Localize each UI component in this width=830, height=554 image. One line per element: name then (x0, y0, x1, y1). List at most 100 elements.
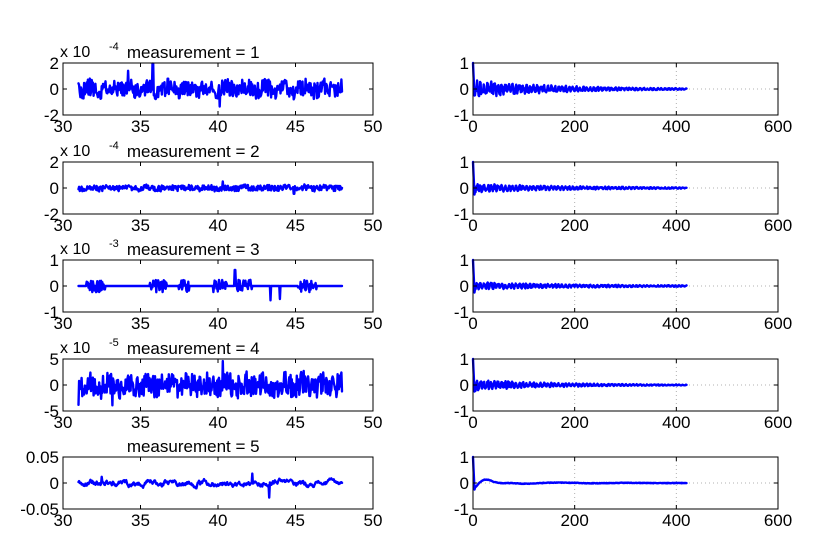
x-tick-label: 35 (131, 216, 150, 235)
subplot-4: 0 200 400 600-101 (454, 153, 792, 235)
subplot-7: 30 35 40 45 50 -5 0 5 measurement = 4 x 10 -5 (44, 337, 383, 432)
x-tick-label: 40 (209, 413, 228, 432)
subplot-2: 0 200 400 600-101 (454, 54, 792, 136)
x-tick-label: 35 (131, 511, 150, 530)
data-series-line (77, 268, 344, 302)
subplot-title: measurement = 1 (127, 43, 260, 62)
subplot-title: measurement = 5 (127, 437, 260, 456)
x-tick-label: 200 (560, 413, 588, 432)
y-tick-label: 2 (50, 153, 59, 172)
x-tick-label: 200 (560, 314, 588, 333)
y-tick-label: -5 (44, 402, 59, 421)
y-tick-label: 0 (50, 179, 59, 198)
x-tick-label: 400 (662, 117, 690, 136)
subplot-title: measurement = 2 (127, 142, 260, 161)
x-tick-label: 45 (286, 511, 305, 530)
x-tick-label: 50 (364, 216, 383, 235)
subplot-6: 0 200 400 600-101 (454, 251, 792, 333)
axis-scale-exponent: x 10 (60, 340, 90, 357)
y-tick-label: 0 (460, 376, 469, 395)
y-tick-label: -0.05 (20, 500, 59, 519)
x-tick-label: 35 (131, 117, 150, 136)
x-tick-label: 40 (209, 216, 228, 235)
data-series-line (471, 61, 688, 98)
axis-scale-exponent: x 10 (60, 241, 90, 258)
x-tick-label: 600 (764, 511, 792, 530)
x-tick-label: 45 (286, 314, 305, 333)
x-tick-label: 35 (131, 314, 150, 333)
data-series-line (77, 180, 344, 195)
subplot-title: measurement = 4 (127, 339, 260, 358)
subplot-8: 0 200 400 600-101 (454, 350, 792, 432)
data-series-line (77, 472, 344, 499)
x-tick-label: 600 (764, 413, 792, 432)
axis-scale-power: -5 (109, 337, 119, 349)
subplot-1: 30 35 40 45 50 -2 0 2 measurement = 1 x 10 -4 (44, 41, 383, 136)
y-tick-label: 0 (50, 474, 59, 493)
x-tick-label: 45 (286, 216, 305, 235)
y-tick-label: 0 (50, 80, 59, 99)
subplot-10: 0 200 400 600-101 (454, 448, 792, 530)
x-tick-label: 35 (131, 413, 150, 432)
x-tick-label: 50 (364, 413, 383, 432)
y-tick-label: 1 (460, 153, 469, 172)
y-tick-label: -1 (454, 402, 469, 421)
subplot-5: 30 35 40 45 50 -1 0 1 measurement = 3 x 10 -3 (44, 238, 383, 333)
subplot-title: measurement = 3 (127, 240, 260, 259)
subplot-3: 30 35 40 45 50 -2 0 2 measurement = 2 x 10 -4 (44, 140, 383, 235)
x-tick-label: 50 (364, 314, 383, 333)
x-tick-label: 30 (54, 511, 73, 530)
axis-scale-power: -4 (109, 41, 119, 53)
x-tick-label: 30 (54, 314, 73, 333)
axis-scale-power: -3 (109, 238, 119, 250)
x-tick-label: 40 (209, 511, 228, 530)
x-tick-label: 30 (54, 413, 73, 432)
x-tick-label: 0 (468, 413, 477, 432)
y-tick-label: 2 (50, 54, 59, 73)
axis-scale-power: -4 (109, 140, 119, 152)
y-tick-label: -1 (454, 303, 469, 322)
x-tick-label: 600 (764, 216, 792, 235)
y-tick-label: 1 (50, 251, 59, 270)
x-tick-label: 30 (54, 216, 73, 235)
y-tick-label: 1 (460, 350, 469, 369)
y-tick-label: 0 (460, 474, 469, 493)
x-tick-label: 0 (468, 511, 477, 530)
x-tick-label: 0 (468, 314, 477, 333)
x-tick-label: 400 (662, 216, 690, 235)
data-series-line (77, 62, 344, 108)
x-tick-label: 200 (560, 511, 588, 530)
data-series-line (471, 455, 688, 491)
y-tick-label: 0 (460, 80, 469, 99)
y-tick-label: -2 (44, 205, 59, 224)
x-tick-label: 45 (286, 117, 305, 136)
x-tick-label: 50 (364, 117, 383, 136)
x-tick-label: 400 (662, 511, 690, 530)
x-tick-label: 400 (662, 413, 690, 432)
axis-scale-exponent: x 10 (60, 44, 90, 61)
y-tick-label: -1 (454, 106, 469, 125)
data-series-line (471, 160, 688, 196)
x-tick-label: 50 (364, 511, 383, 530)
y-tick-label: -1 (454, 500, 469, 519)
x-tick-label: 200 (560, 117, 588, 136)
x-tick-label: 200 (560, 216, 588, 235)
y-tick-label: -2 (44, 106, 59, 125)
y-tick-label: 5 (50, 350, 59, 369)
y-tick-label: 1 (460, 448, 469, 467)
y-tick-label: 0 (460, 277, 469, 296)
x-tick-label: 600 (764, 117, 792, 136)
x-tick-label: 0 (468, 216, 477, 235)
axis-scale-exponent: x 10 (60, 143, 90, 160)
x-tick-label: 45 (286, 413, 305, 432)
y-tick-label: 1 (460, 251, 469, 270)
x-tick-label: 30 (54, 117, 73, 136)
y-tick-label: -1 (44, 303, 59, 322)
y-tick-label: 0 (460, 179, 469, 198)
x-tick-label: 0 (468, 117, 477, 136)
y-tick-label: 0.05 (26, 448, 59, 467)
x-tick-label: 40 (209, 314, 228, 333)
data-series-line (471, 357, 688, 393)
x-tick-label: 600 (764, 314, 792, 333)
